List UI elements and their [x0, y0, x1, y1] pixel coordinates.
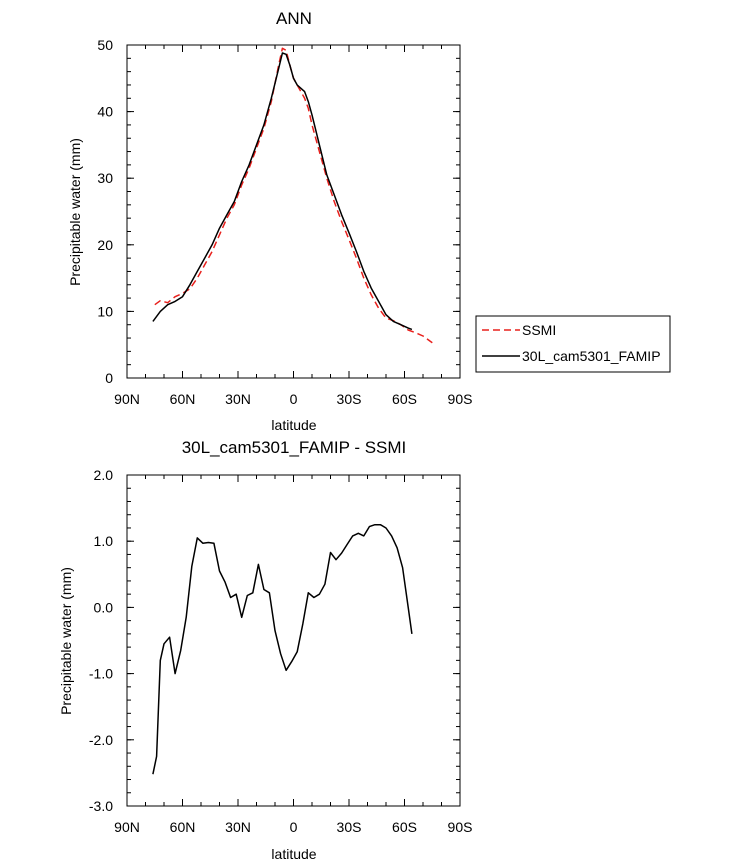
- top-x-tick-label: 90S: [448, 391, 473, 407]
- top-x-tick-label: 30N: [225, 391, 251, 407]
- legend: SSMI 30L_cam5301_FAMIP: [475, 315, 671, 373]
- bottom-chart-title: 30L_cam5301_FAMIP - SSMI: [182, 438, 407, 457]
- top-chart-plot-frame: [126, 44, 461, 379]
- bottom-chart-y-axis-label: Precipitable water (mm): [58, 567, 74, 715]
- top-y-tick-label: 20: [97, 237, 113, 253]
- top-y-tick-label: 0: [105, 370, 113, 386]
- bottom-y-tick-label: 0.0: [94, 599, 114, 615]
- top-series-line-1: [152, 52, 413, 331]
- bottom-y-tick-label: -3.0: [89, 798, 113, 814]
- bottom-x-tick-label: 30N: [225, 819, 251, 835]
- bottom-series-line-0: [152, 523, 413, 775]
- bottom-x-tick-label: 60N: [170, 819, 196, 835]
- bottom-x-tick-label: 60S: [392, 819, 417, 835]
- top-y-tick-label: 10: [97, 303, 113, 319]
- bottom-chart-plot-frame: [126, 474, 461, 807]
- top-x-tick-label: 60S: [392, 391, 417, 407]
- top-x-tick-label: 60N: [170, 391, 196, 407]
- bottom-x-tick-label: 30S: [337, 819, 362, 835]
- legend-box: [475, 315, 671, 373]
- legend-label-model: 30L_cam5301_FAMIP: [522, 348, 661, 364]
- bottom-chart-x-axis-label: latitude: [271, 846, 316, 862]
- bottom-chart-ticks: 90N 60N 30N 0 30S 60S 90S -3.0 -2.0 -1.0 0.0 1.0 2.0: [89, 467, 473, 835]
- bottom-chart-series: [152, 523, 413, 775]
- top-y-tick-label: 40: [97, 104, 113, 120]
- bottom-chart-panel: 30L_cam5301_FAMIP - SSMI latitude Precip…: [58, 438, 472, 862]
- top-y-tick-label: 50: [97, 37, 113, 53]
- top-x-tick-label: 90N: [114, 391, 140, 407]
- legend-label-ssmi: SSMI: [522, 322, 556, 338]
- top-y-tick-label: 30: [97, 170, 113, 186]
- top-chart-y-axis-label: Precipitable water (mm): [67, 138, 83, 286]
- top-chart-x-axis-label: latitude: [271, 417, 316, 433]
- top-chart-series: [152, 47, 433, 344]
- top-series-line-0: [154, 47, 433, 344]
- bottom-x-tick-label: 90N: [114, 819, 140, 835]
- top-chart-panel: ANN latitude Precipitable water (mm) 90N…: [67, 9, 472, 433]
- bottom-y-tick-label: -1.0: [89, 666, 113, 682]
- top-chart-title: ANN: [276, 9, 312, 28]
- top-chart-ticks: 90N 60N 30N 0 30S 60S 90S 0 10 20 30 40 50: [97, 37, 472, 407]
- top-x-tick-label: 0: [290, 391, 298, 407]
- bottom-y-tick-label: -2.0: [89, 732, 113, 748]
- bottom-y-tick-label: 1.0: [94, 533, 114, 549]
- bottom-x-tick-label: 0: [290, 819, 298, 835]
- bottom-x-tick-label: 90S: [448, 819, 473, 835]
- top-x-tick-label: 30S: [337, 391, 362, 407]
- bottom-y-tick-label: 2.0: [94, 467, 114, 483]
